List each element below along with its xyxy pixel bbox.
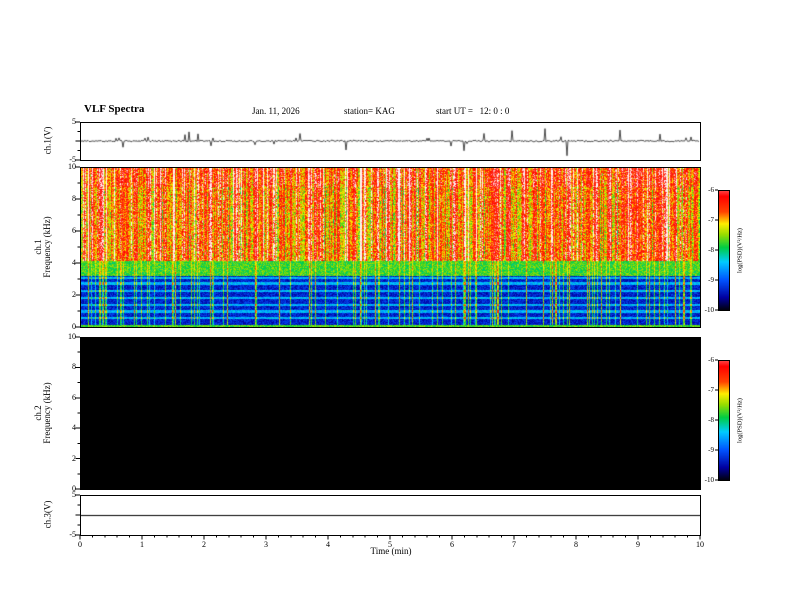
colorbar-tick-label: -8 bbox=[708, 416, 714, 424]
colorbar-ch2 bbox=[718, 360, 729, 480]
figure-title: VLF Spectra bbox=[84, 103, 145, 115]
time-axis-label: Time (min) bbox=[370, 546, 412, 556]
colorbar-ch1 bbox=[718, 190, 729, 310]
x-tick-label: 3 bbox=[264, 540, 268, 549]
colorbar-tick-label: -6 bbox=[708, 356, 714, 364]
ch1-spectrogram bbox=[80, 167, 700, 327]
colorbar-tick-label: -7 bbox=[708, 216, 714, 224]
y-tick-label: 8 bbox=[72, 362, 76, 372]
x-tick-label: 4 bbox=[326, 540, 330, 549]
colorbar2-label: log(PSD)(V²/Hz) bbox=[736, 398, 744, 443]
ch1-frequency-axis-label: ch.1 Frequency (kHz) bbox=[33, 199, 52, 295]
ch3-waveform-plot bbox=[80, 495, 700, 535]
y-tick-label: 0 bbox=[72, 322, 76, 331]
y-tick-label: -5 bbox=[69, 155, 76, 164]
ch2-spec-frame bbox=[80, 337, 701, 490]
y-tick-label: 5 bbox=[72, 117, 76, 126]
y-tick-label: 10 bbox=[68, 162, 76, 171]
x-tick-label: 7 bbox=[512, 540, 516, 549]
colorbar1-frame bbox=[718, 190, 730, 311]
y-tick-label: 2 bbox=[72, 290, 76, 299]
colorbar-tick-label: -9 bbox=[708, 446, 714, 454]
colorbar-tick-label: -8 bbox=[708, 246, 714, 254]
x-tick-label: 2 bbox=[202, 540, 206, 549]
colorbar-tick-label: -7 bbox=[708, 386, 714, 394]
ch2-spectrogram bbox=[80, 337, 700, 489]
ch1-frequency-axis-label-line2: Frequency (kHz) bbox=[42, 216, 52, 278]
colorbar2-frame bbox=[718, 360, 730, 481]
colorbar-tick-label: -10 bbox=[704, 476, 714, 484]
y-tick-label: 2 bbox=[72, 453, 76, 463]
y-tick-label: 4 bbox=[72, 423, 76, 433]
ch2-frequency-axis-label: ch.2 Frequency (kHz) bbox=[33, 365, 52, 461]
x-tick-label: 6 bbox=[450, 540, 454, 549]
y-tick-label: -5 bbox=[69, 530, 76, 539]
x-tick-label: 9 bbox=[636, 540, 640, 549]
header-station: station= KAG bbox=[344, 106, 395, 116]
ch1-wave-frame bbox=[80, 122, 701, 161]
x-tick-label: 10 bbox=[696, 540, 704, 549]
x-tick-label: 1 bbox=[140, 540, 144, 549]
y-tick-label: 6 bbox=[72, 226, 76, 235]
colorbar-tick-label: -10 bbox=[704, 306, 714, 314]
y-tick-label: 0 bbox=[72, 484, 76, 493]
y-tick-label: 5 bbox=[72, 490, 76, 499]
colorbar-tick-label: -9 bbox=[708, 276, 714, 284]
header-date: Jan. 11, 2026 bbox=[252, 106, 300, 116]
x-tick-label: 0 bbox=[78, 540, 82, 549]
y-tick-label: 8 bbox=[72, 194, 76, 203]
x-tick-label: 8 bbox=[574, 540, 578, 549]
ch1-spec-frame bbox=[80, 167, 701, 328]
header-start-ut: start UT = 12: 0 : 0 bbox=[436, 106, 510, 116]
ch1-waveform-plot bbox=[80, 122, 700, 160]
colorbar-tick-label: -6 bbox=[708, 186, 714, 194]
ch3-wave-frame bbox=[80, 495, 701, 536]
x-tick-label: 5 bbox=[388, 540, 392, 549]
y-tick-label: 10 bbox=[68, 332, 76, 341]
y-tick-label: 6 bbox=[72, 392, 76, 402]
colorbar1-label: log(PSD)(V²/Hz) bbox=[736, 228, 744, 273]
y-tick-label: 4 bbox=[72, 258, 76, 267]
ch2-frequency-axis-label-line2: Frequency (kHz) bbox=[42, 382, 52, 444]
